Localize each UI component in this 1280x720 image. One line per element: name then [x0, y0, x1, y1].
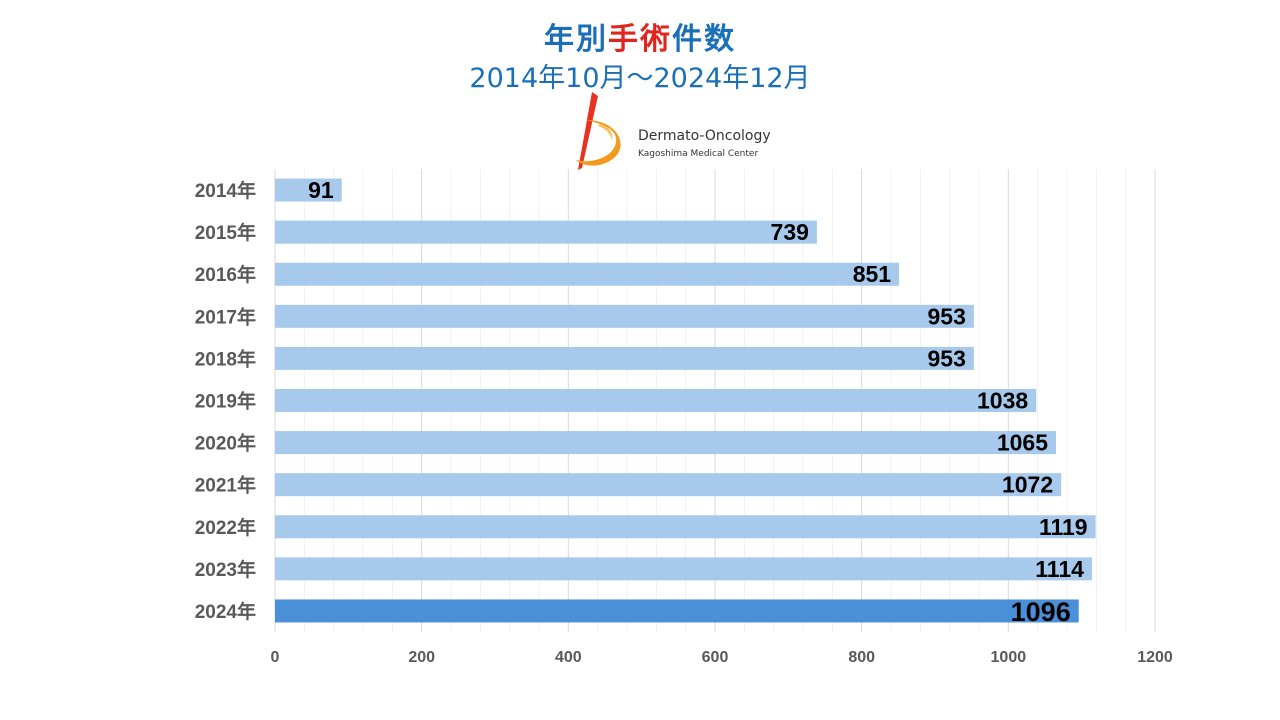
x-tick-label: 800 [848, 649, 875, 666]
bar [275, 599, 1079, 623]
category-label: 2024年 [195, 600, 256, 623]
data-label: 1119 [1039, 514, 1088, 540]
chart-subtitle: 2014年10月～2024年12月 [469, 63, 811, 94]
bar [275, 431, 1056, 455]
chart-title: 年別手術件数 [0, 14, 1280, 58]
logo-subtitle: Kagoshima Medical Center [638, 149, 759, 159]
x-tick-label: 1200 [1137, 649, 1173, 666]
category-label: 2022年 [195, 516, 256, 539]
data-label: 1114 [1035, 556, 1084, 582]
bar [275, 557, 1092, 581]
title-part2: 件数 [672, 22, 736, 57]
category-label: 2016年 [195, 263, 256, 286]
bar [275, 389, 1037, 412]
bar [275, 346, 974, 370]
x-tick-label: 600 [702, 649, 729, 666]
category-label: 2018年 [195, 347, 256, 370]
data-label: 91 [308, 177, 334, 203]
category-label: 2014年 [195, 179, 256, 202]
x-tick-label: 0 [271, 649, 280, 666]
data-label: 1038 [977, 388, 1028, 414]
category-label: 2015年 [195, 221, 256, 244]
x-tick-label: 400 [555, 649, 582, 666]
title-highlight: 手術 [608, 22, 672, 57]
data-label: 1072 [1002, 472, 1053, 498]
category-label: 2023年 [195, 558, 256, 581]
title-part1: 年別 [544, 22, 608, 57]
data-label: 953 [927, 303, 965, 329]
dermato-oncology-logo-icon [576, 92, 621, 170]
data-label: 1096 [1011, 597, 1071, 627]
bar [275, 473, 1062, 497]
bar [275, 304, 974, 328]
data-label: 1065 [997, 430, 1048, 456]
category-label: 2017年 [195, 305, 256, 328]
bar [275, 178, 342, 202]
bar [275, 262, 900, 286]
data-label: 739 [771, 219, 809, 245]
category-label: 2019年 [195, 390, 256, 413]
x-tick-label: 1000 [991, 649, 1027, 666]
bar [275, 220, 817, 244]
category-label: 2020年 [195, 432, 256, 455]
bar [275, 515, 1096, 539]
category-label: 2021年 [195, 474, 256, 497]
data-label: 851 [853, 261, 892, 287]
data-label: 953 [927, 345, 965, 371]
logo-name: Dermato-Oncology [638, 128, 771, 144]
x-tick-label: 200 [408, 649, 435, 666]
